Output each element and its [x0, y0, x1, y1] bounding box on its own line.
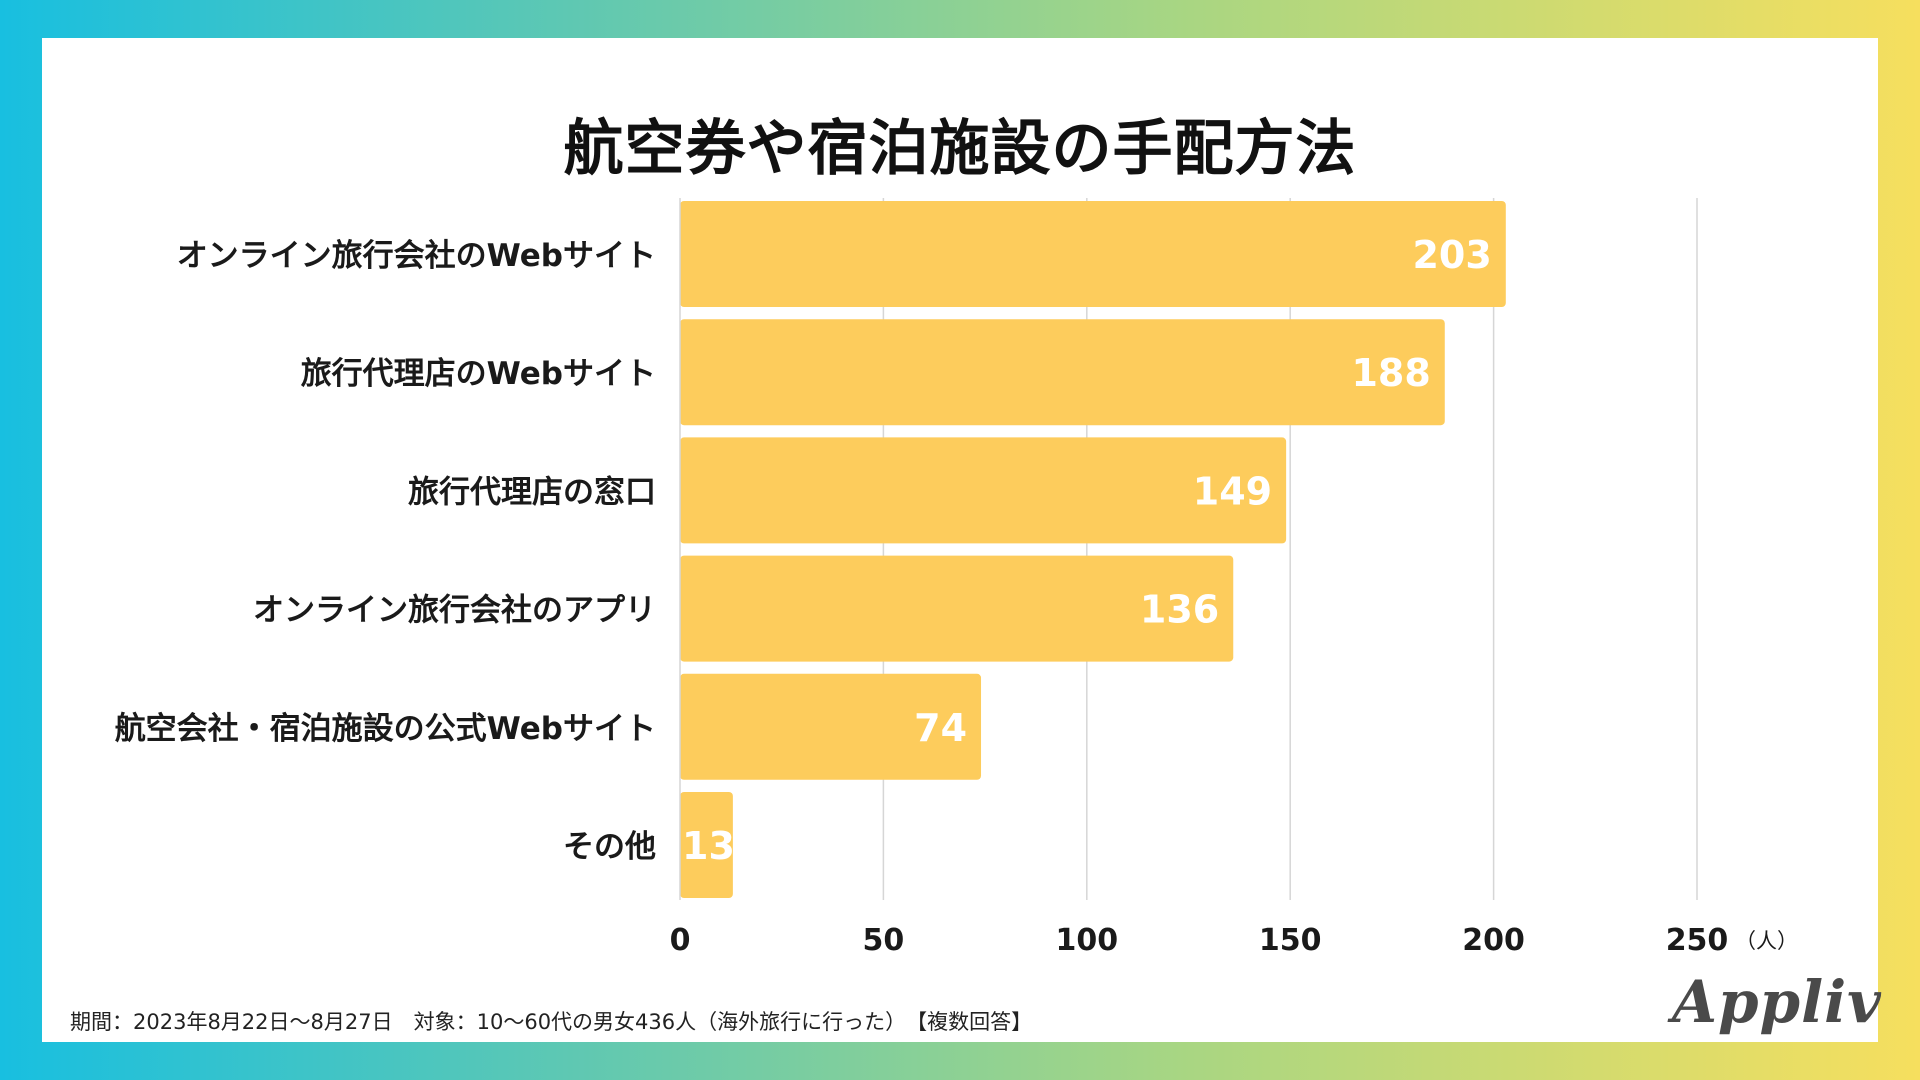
bar-3: [680, 555, 1234, 662]
bar-1: [680, 319, 1445, 426]
value-label-2: 149: [1193, 469, 1272, 513]
survey-note: 期間：2023年8月22日～8月27日 対象：10～60代の男女436人（海外旅…: [70, 1010, 1033, 1034]
category-label-0: オンライン旅行会社のWebサイト: [177, 238, 656, 274]
bar-0: [680, 201, 1506, 307]
tick-label-150: 150: [1259, 923, 1322, 958]
axis-unit-label: （人）: [1735, 929, 1798, 953]
chart-title: 航空券や宿泊施設の手配方法: [563, 114, 1357, 184]
bar-chart: オンライン旅行会社のWebサイト 203 旅行代理店のWebサイト 188 旅行代理店の…: [115, 198, 1798, 958]
tick-label-0: 0: [670, 923, 691, 958]
bar-4: [680, 673, 982, 780]
value-label-5: 13: [682, 824, 735, 868]
value-label-3: 136: [1140, 588, 1219, 632]
value-label-4: 74: [914, 706, 967, 750]
chart-panel: 航空券や宿泊施設の手配方法 オンライン旅行会社のWebサイト 203 旅行代理店のW…: [42, 38, 1881, 1042]
tick-label-250: 250: [1666, 923, 1729, 958]
category-label-2: 旅行代理店の窓口: [408, 474, 656, 510]
tick-label-100: 100: [1055, 923, 1118, 958]
category-label-5: その他: [563, 829, 656, 865]
category-label-3: オンライン旅行会社のアプリ: [253, 593, 656, 629]
value-label-1: 188: [1351, 351, 1430, 395]
bar-5: [680, 792, 733, 898]
value-label-0: 203: [1412, 233, 1491, 277]
tick-label-50: 50: [863, 923, 905, 958]
bar-2: [680, 437, 1287, 544]
applivo-logo: Appliv: [1672, 968, 1882, 1036]
category-label-4: 航空会社・宿泊施設の公式Webサイト: [115, 711, 656, 747]
category-label-1: 旅行代理店のWebサイト: [301, 356, 656, 392]
tick-label-200: 200: [1462, 923, 1525, 958]
